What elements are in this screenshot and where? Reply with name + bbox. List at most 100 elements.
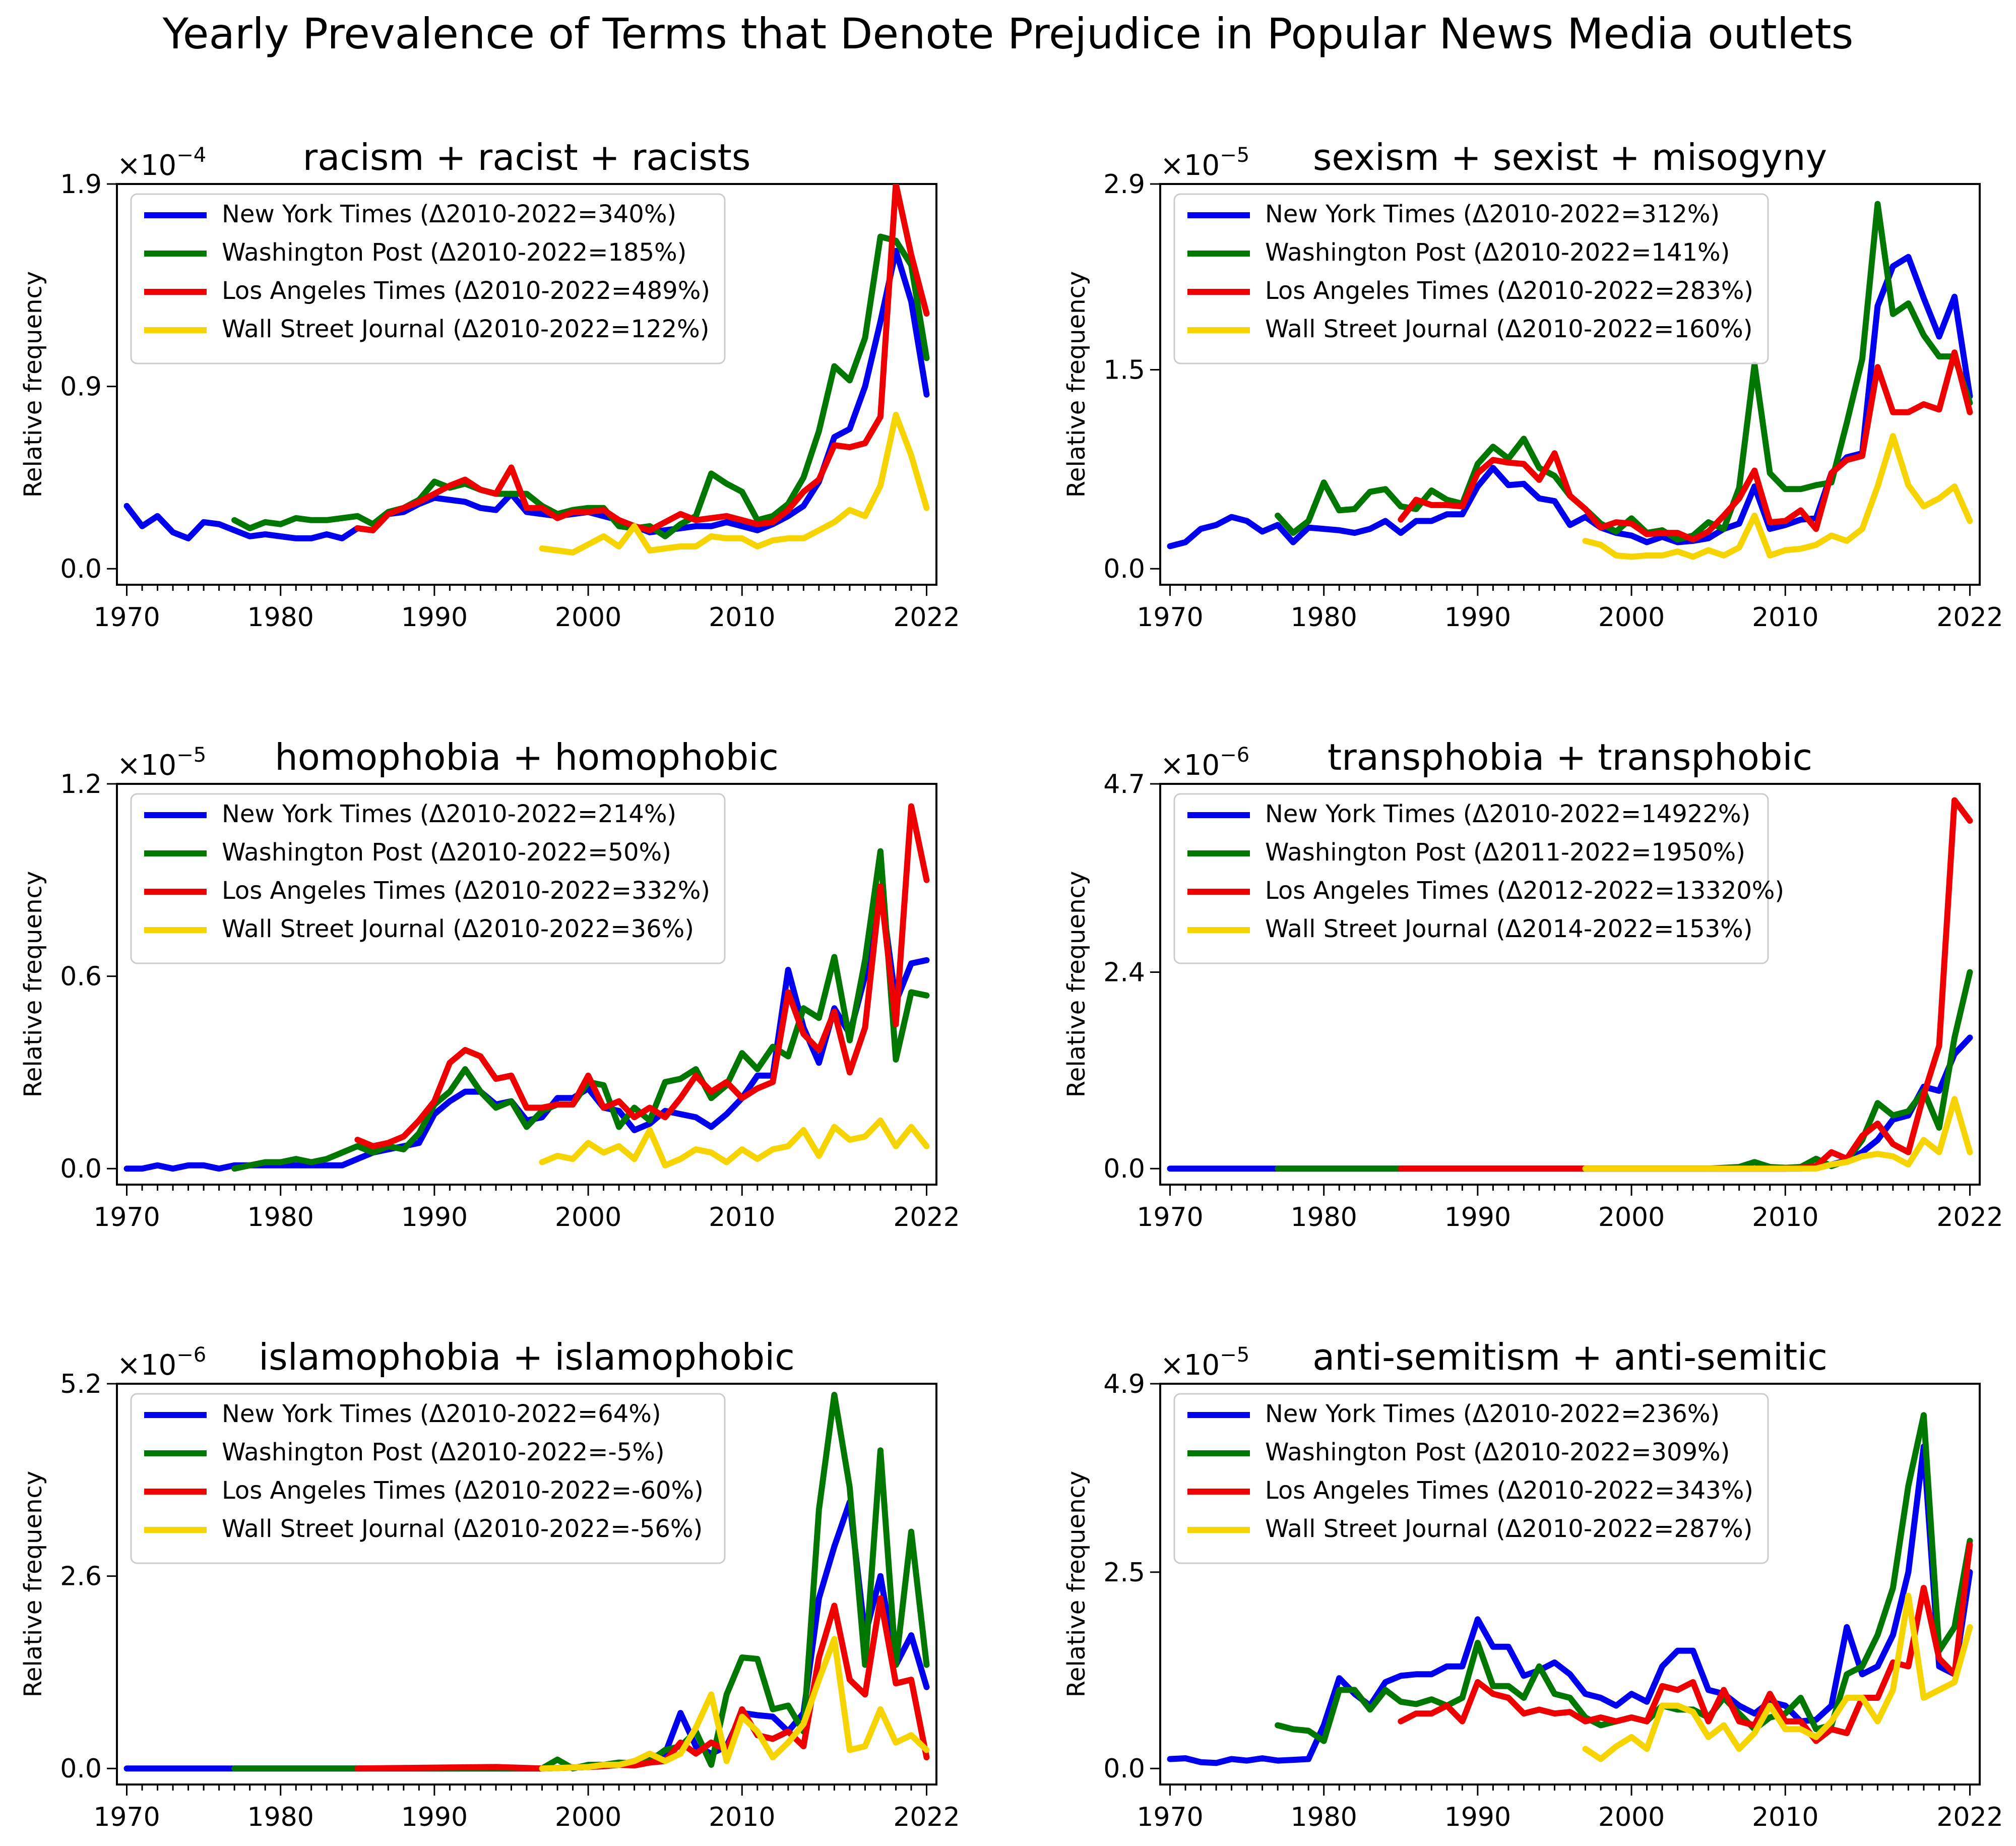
- x-tick-label: 1980: [247, 1802, 314, 1832]
- x-tick-label: 2022: [893, 1802, 960, 1832]
- y-tick-label: 2.4: [1103, 957, 1145, 988]
- multiplier-exponent: −5: [1220, 144, 1249, 167]
- legend-label: New York Times (Δ2010-2022=14922%): [1265, 800, 1750, 828]
- multiplier-base: ×10: [117, 149, 176, 182]
- y-tick-label: 0.9: [60, 372, 102, 402]
- subplot-title: homophobia + homophobic: [275, 736, 779, 778]
- y-axis-label: Relative frequency: [1062, 871, 1091, 1098]
- x-tick-label: 1980: [1291, 602, 1357, 633]
- legend-label: Washington Post (Δ2010-2022=185%): [222, 238, 686, 267]
- y-axis-label: Relative frequency: [19, 271, 47, 498]
- x-tick-label: 1970: [1137, 602, 1203, 633]
- legend-label: Los Angeles Times (Δ2010-2022=332%): [222, 877, 710, 905]
- series-line-wall-street-journal: [539, 1636, 930, 1772]
- x-tick-label: 2000: [555, 602, 621, 633]
- legend-box: [1173, 1393, 1769, 1564]
- x-tick-label: 2010: [709, 1802, 775, 1832]
- x-tick-label: 1990: [1444, 1202, 1511, 1233]
- x-tick-label: 1980: [1291, 1802, 1357, 1832]
- x-tick-label: 1990: [401, 1202, 468, 1233]
- subplot-title: sexism + sexist + misogyny: [1313, 136, 1827, 178]
- x-tick-label: 2000: [1598, 602, 1665, 633]
- y-tick-label: 0.0: [1103, 1154, 1145, 1184]
- legend-label: Los Angeles Times (Δ2010-2022=489%): [222, 277, 710, 305]
- subplot-3: homophobia + homophobic ×10−5 Relative fre…: [19, 736, 960, 1233]
- x-tick-label: 2000: [1598, 1202, 1665, 1233]
- x-tick-label: 2022: [1936, 602, 2003, 633]
- legend-label: New York Times (Δ2010-2022=340%): [222, 200, 676, 228]
- series-line-wall-street-journal: [1582, 1096, 1973, 1172]
- series-line-wall-street-journal: [1582, 1592, 1973, 1762]
- y-axis-label: Relative frequency: [19, 871, 47, 1098]
- multiplier-base: ×10: [1160, 149, 1220, 182]
- series-line-new-york-times: [1167, 1443, 1973, 1766]
- x-tick-label: 2010: [709, 1202, 775, 1233]
- x-tick-label: 2022: [1936, 1802, 2003, 1832]
- legend-box: [130, 193, 726, 364]
- axis-multiplier: ×10−5: [1160, 1343, 1249, 1382]
- subplot-title: racism + racist + racists: [303, 136, 751, 178]
- series-lines: [1167, 1412, 1973, 1766]
- series-line-new-york-times: [123, 248, 930, 541]
- legend-label: Wall Street Journal (Δ2010-2022=-56%): [222, 1515, 703, 1543]
- multiplier-exponent: −5: [1220, 1343, 1249, 1367]
- legend-label: Wall Street Journal (Δ2014-2022=153%): [1265, 915, 1752, 943]
- figure-title: Yearly Prevalence of Terms that Denote P…: [162, 9, 1854, 58]
- series-line-wall-street-journal: [539, 1117, 930, 1168]
- y-axis-label: Relative frequency: [1062, 271, 1091, 498]
- x-tick-label: 2000: [555, 1802, 621, 1832]
- series-lines: [1167, 797, 1973, 1172]
- series-line-wall-street-journal: [539, 411, 930, 556]
- y-tick-label: 2.9: [1103, 169, 1145, 200]
- subplot-title: islamophobia + islamophobic: [259, 1336, 795, 1378]
- legend-label: Wall Street Journal (Δ2010-2022=122%): [222, 315, 709, 343]
- legend-label: Wall Street Journal (Δ2010-2022=36%): [222, 915, 694, 943]
- multiplier-base: ×10: [1160, 1349, 1220, 1382]
- legend-label: Wall Street Journal (Δ2010-2022=287%): [1265, 1515, 1752, 1543]
- legend-box: [1173, 193, 1769, 364]
- x-tick-label: 2022: [893, 602, 960, 633]
- y-axis-label: Relative frequency: [19, 1471, 47, 1698]
- x-tick-label: 2000: [1598, 1802, 1665, 1832]
- series-line-los-angeles-times: [1398, 1542, 1973, 1744]
- x-tick-label: 1970: [93, 1802, 160, 1832]
- series-line-los-angeles-times: [354, 184, 930, 533]
- legend-label: Los Angeles Times (Δ2012-2022=13320%): [1265, 877, 1784, 905]
- legend-label: Los Angeles Times (Δ2010-2022=-60%): [222, 1476, 704, 1505]
- series-line-los-angeles-times: [1398, 349, 1973, 543]
- x-tick-label: 2000: [555, 1202, 621, 1233]
- axis-multiplier: ×10−5: [117, 744, 206, 782]
- multiplier-base: ×10: [117, 749, 176, 782]
- y-tick-label: 1.9: [60, 169, 102, 200]
- subplot-5: islamophobia + islamophobic ×10−6 Relative…: [19, 1336, 960, 1832]
- series-lines: [123, 1392, 930, 1772]
- y-axis-label: Relative frequency: [1062, 1471, 1091, 1698]
- axis-multiplier: ×10−6: [117, 1343, 206, 1382]
- y-tick-label: 1.5: [1103, 355, 1145, 385]
- x-tick-label: 1990: [1444, 602, 1511, 633]
- legend-label: New York Times (Δ2010-2022=64%): [222, 1400, 661, 1428]
- x-tick-label: 1980: [1291, 1202, 1357, 1233]
- y-tick-label: 0.0: [1103, 1754, 1145, 1784]
- legend-label: Los Angeles Times (Δ2010-2022=343%): [1265, 1476, 1753, 1505]
- x-tick-label: 2022: [1936, 1202, 2003, 1233]
- x-tick-label: 1980: [247, 1202, 314, 1233]
- x-tick-label: 1990: [401, 602, 468, 633]
- x-tick-label: 2010: [1752, 602, 1818, 633]
- axis-multiplier: ×10−6: [1160, 744, 1249, 782]
- x-tick-label: 1970: [1137, 1202, 1203, 1233]
- subplot-2: sexism + sexist + misogyny ×10−5 Relative …: [1062, 136, 2003, 633]
- x-tick-label: 2010: [1752, 1202, 1818, 1233]
- multiplier-exponent: −5: [176, 744, 206, 767]
- multiplier-base: ×10: [117, 1349, 176, 1382]
- x-tick-label: 1990: [1444, 1802, 1511, 1832]
- multiplier-exponent: −6: [1220, 744, 1249, 767]
- y-tick-label: 0.0: [1103, 554, 1145, 584]
- legend-label: New York Times (Δ2010-2022=236%): [1265, 1400, 1720, 1428]
- series-lines: [1167, 201, 1973, 560]
- subplot-title: anti-semitism + anti-semitic: [1312, 1336, 1828, 1378]
- x-tick-label: 2022: [893, 1202, 960, 1233]
- multiplier-exponent: −4: [176, 144, 206, 167]
- legend-label: Los Angeles Times (Δ2010-2022=283%): [1265, 277, 1753, 305]
- legend-box: [130, 1393, 726, 1564]
